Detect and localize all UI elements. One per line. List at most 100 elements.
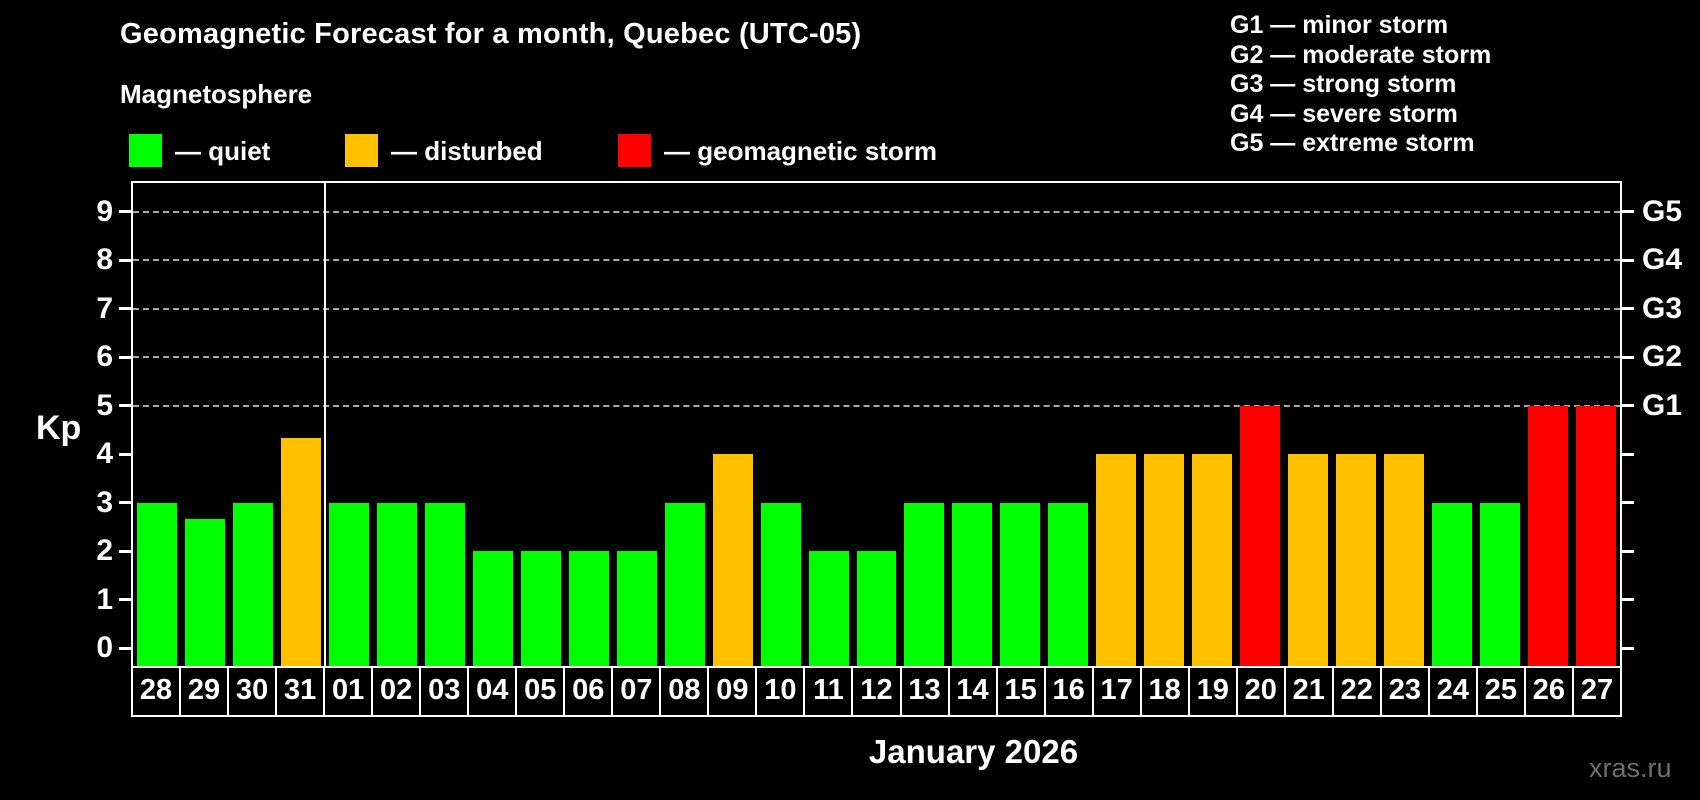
right-tick-3 — [1620, 501, 1634, 504]
plot-area — [131, 181, 1622, 668]
kp-bar-day-31 — [280, 437, 321, 666]
kp-bar-day-21 — [1288, 454, 1329, 666]
day-label-14: 14 — [950, 668, 998, 715]
day-label-08: 08 — [661, 668, 710, 715]
left-tick-9 — [119, 210, 133, 213]
day-label-15: 15 — [998, 668, 1046, 715]
kp-bar-day-08 — [664, 502, 705, 666]
day-label-27: 27 — [1580, 674, 1614, 706]
left-tick-label-7: 7 — [96, 291, 113, 325]
kp-axis-label: Kp — [36, 409, 82, 447]
kp-bar-day-02 — [376, 502, 417, 666]
left-tick-8 — [119, 258, 133, 262]
day-label-02: 02 — [373, 668, 422, 715]
kp-bar-day-14 — [952, 502, 993, 666]
right-axis-label-G5: G5 — [1642, 194, 1683, 228]
right-tick-7 — [1620, 307, 1634, 310]
right-tick-9 — [1620, 210, 1634, 213]
left-tick-5 — [119, 404, 133, 407]
right-axis-label-G4: G4 — [1642, 243, 1683, 276]
right-tick-1 — [1620, 598, 1634, 601]
day-label-17: 17 — [1094, 668, 1142, 715]
kp-bar-day-24 — [1432, 502, 1473, 666]
kp-bar-day-03 — [424, 502, 465, 666]
legend-label-quiet: — quiet — [175, 136, 271, 166]
day-label-16: 16 — [1046, 668, 1094, 715]
kp-bar-day-06 — [568, 551, 609, 666]
day-label-31: 31 — [277, 668, 326, 715]
kp-bar-day-05 — [520, 551, 561, 666]
storm-scale-g4: G4 — severe storm — [1230, 99, 1458, 128]
kp-bar-day-17 — [1096, 454, 1137, 666]
month-separator-line — [323, 183, 326, 666]
left-tick-1 — [119, 598, 133, 601]
right-tick-4 — [1620, 452, 1634, 456]
kp-bar-day-27 — [1576, 405, 1616, 666]
left-tick-label-3: 3 — [96, 485, 113, 519]
day-label-13: 13 — [902, 668, 950, 715]
kp-bar-day-18 — [1144, 454, 1185, 666]
left-tick-label-1: 1 — [96, 582, 113, 616]
left-tick-7 — [119, 307, 133, 310]
left-tick-label-9: 9 — [96, 194, 113, 228]
day-label-20: 20 — [1238, 668, 1286, 715]
day-label-04: 04 — [469, 668, 518, 715]
day-label-23: 23 — [1382, 668, 1430, 715]
legend-swatch-quiet — [129, 134, 162, 167]
right-tick-8 — [1620, 258, 1634, 262]
storm-scale-legend: G1 — minor storm G2 — moderate storm G3 — … — [1230, 11, 1491, 159]
watermark: xras.ru — [1589, 753, 1672, 783]
left-tick-label-0: 0 — [96, 631, 113, 664]
chart-subtitle: Magnetosphere — [120, 79, 313, 109]
left-tick-2 — [119, 549, 133, 553]
right-axis-label-G3: G3 — [1642, 291, 1683, 325]
right-axis-label-G2: G2 — [1642, 340, 1683, 373]
left-tick-label-2: 2 — [96, 534, 113, 567]
kp-bar-day-25 — [1480, 502, 1521, 666]
kp-bar-day-22 — [1336, 454, 1377, 666]
day-label-19: 19 — [1190, 668, 1238, 715]
day-label-row: 28 29 30 31 01 02 03 04 05 06 07 08 09 10 11 12 13 14 15 16… — [131, 666, 1622, 717]
kp-bar-day-29 — [184, 518, 225, 666]
kp-bar-day-15 — [1000, 502, 1041, 666]
legend-label-disturbed: — disturbed — [391, 136, 543, 166]
day-label-24: 24 — [1430, 668, 1478, 715]
storm-scale-g1: G1 — minor storm — [1230, 11, 1449, 39]
left-tick-label-4: 4 — [96, 437, 113, 470]
gridline-kp-9 — [133, 210, 1620, 213]
left-tick-0 — [119, 646, 133, 650]
kp-bar-day-19 — [1192, 454, 1233, 666]
day-label-03: 03 — [421, 668, 470, 715]
right-tick-5 — [1620, 404, 1634, 407]
day-label-25: 25 — [1478, 668, 1526, 715]
left-tick-label-8: 8 — [96, 243, 113, 276]
left-tick-label-6: 6 — [96, 340, 113, 373]
kp-bar-day-10 — [760, 502, 801, 666]
day-label-28: 28 — [133, 668, 182, 715]
kp-bar-day-04 — [472, 551, 513, 666]
right-tick-2 — [1620, 549, 1634, 553]
gridline-kp-6 — [133, 356, 1620, 358]
day-label-30: 30 — [229, 668, 278, 715]
storm-scale-g3: G3 — strong storm — [1230, 70, 1457, 98]
day-label-09: 09 — [709, 668, 758, 715]
day-label-06: 06 — [565, 668, 614, 715]
kp-bar-day-13 — [904, 502, 945, 666]
gridline-kp-8 — [133, 259, 1620, 261]
day-label-11: 11 — [805, 668, 854, 715]
storm-scale-g5: G5 — extreme storm — [1230, 129, 1475, 157]
right-axis-label-G1: G1 — [1642, 388, 1683, 422]
day-label-07: 07 — [613, 668, 662, 715]
gridline-kp-7 — [133, 307, 1620, 310]
legend-swatch-storm — [618, 134, 651, 167]
right-tick-0 — [1620, 646, 1634, 650]
day-label-26: 26 — [1526, 668, 1574, 715]
month-label: January 2026 — [868, 733, 1079, 770]
legend-swatch-disturbed — [345, 134, 378, 167]
left-tick-6 — [119, 355, 133, 359]
day-label-29: 29 — [181, 668, 230, 715]
kp-bar-day-26 — [1528, 405, 1569, 666]
legend-label-storm: — geomagnetic storm — [664, 136, 938, 166]
day-label-05: 05 — [517, 668, 566, 715]
